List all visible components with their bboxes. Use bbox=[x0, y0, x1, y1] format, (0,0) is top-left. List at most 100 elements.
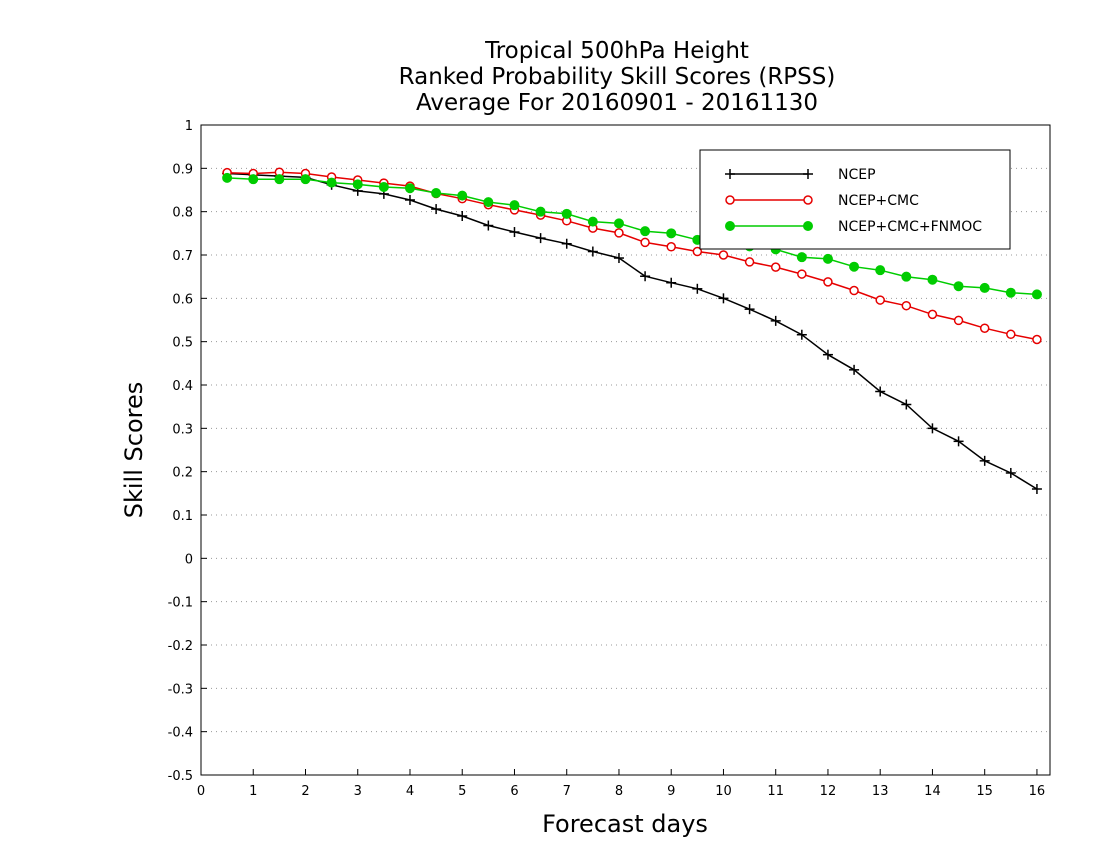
data-point bbox=[561, 208, 572, 219]
x-tick-label: 12 bbox=[820, 784, 837, 799]
data-point bbox=[457, 211, 468, 221]
data-point bbox=[431, 188, 442, 199]
data-point bbox=[352, 179, 363, 190]
data-point bbox=[692, 283, 703, 294]
legend-item: NCEP bbox=[725, 167, 876, 183]
x-tick-label: 3 bbox=[354, 784, 362, 799]
data-point bbox=[378, 181, 389, 192]
data-point bbox=[535, 206, 546, 217]
data-point bbox=[274, 174, 285, 185]
data-point bbox=[614, 228, 624, 238]
legend-item: NCEP+CMC bbox=[725, 193, 919, 209]
y-tick-label: 0.8 bbox=[172, 206, 193, 221]
data-point bbox=[1031, 289, 1042, 300]
data-point bbox=[666, 242, 676, 252]
x-tick-label: 11 bbox=[767, 784, 784, 799]
data-point bbox=[666, 228, 677, 239]
data-point bbox=[457, 190, 468, 201]
legend-marker bbox=[725, 169, 735, 179]
data-point bbox=[1006, 329, 1016, 340]
x-tick-label: 15 bbox=[976, 784, 993, 799]
legend-marker bbox=[725, 221, 735, 231]
legend-marker bbox=[803, 169, 813, 179]
data-point bbox=[509, 200, 520, 211]
y-tick-label: 0.9 bbox=[172, 162, 193, 177]
y-tick-label: 0.1 bbox=[172, 509, 193, 524]
data-point bbox=[587, 216, 598, 227]
title-line-1: Tropical 500hPa Height bbox=[484, 38, 749, 64]
y-tick-label: -0.3 bbox=[168, 682, 193, 697]
data-point bbox=[953, 281, 964, 292]
legend-item: NCEP+CMC+FNMOC bbox=[725, 219, 982, 235]
data-point bbox=[640, 271, 651, 282]
data-point bbox=[849, 261, 860, 272]
data-point bbox=[875, 386, 886, 397]
legend-marker bbox=[803, 195, 813, 205]
data-point bbox=[770, 262, 781, 272]
data-point bbox=[927, 423, 938, 434]
data-point bbox=[796, 329, 807, 340]
x-tick-label: 13 bbox=[872, 784, 889, 799]
data-point bbox=[901, 399, 912, 410]
data-point bbox=[404, 194, 415, 205]
data-point bbox=[953, 315, 964, 326]
legend-marker bbox=[803, 221, 813, 231]
y-axis: 1 0.9 0.8 0.7 0.6 0.5 0.4 0.3 0.2 0.1 0 -0.1 -0.2 -0.… bbox=[168, 119, 207, 784]
y-tick-label: -0.1 bbox=[168, 596, 193, 611]
data-point bbox=[744, 257, 755, 267]
data-point bbox=[666, 277, 677, 288]
data-point bbox=[561, 238, 572, 249]
data-point bbox=[1032, 334, 1042, 345]
x-tick-label: 16 bbox=[1029, 784, 1046, 799]
legend: NCEP NCEP+CMC NCEP+CMC+FNMOC bbox=[699, 149, 1011, 250]
data-point bbox=[953, 436, 964, 447]
data-point bbox=[718, 250, 729, 260]
data-point bbox=[823, 277, 833, 287]
x-tick-label: 8 bbox=[615, 784, 623, 799]
title-line-3: Average For 20160901 - 20161130 bbox=[416, 90, 818, 116]
data-point bbox=[483, 220, 494, 231]
data-point bbox=[927, 309, 938, 320]
data-point bbox=[849, 364, 860, 375]
data-point bbox=[300, 174, 311, 185]
plot-frame bbox=[200, 124, 1051, 776]
y-tick-label: 0.4 bbox=[172, 379, 193, 394]
data-point bbox=[927, 274, 938, 285]
data-point bbox=[718, 293, 729, 304]
data-point bbox=[797, 269, 807, 279]
data-point bbox=[875, 265, 886, 276]
y-tick-label: -0.4 bbox=[168, 726, 193, 741]
data-point bbox=[822, 349, 833, 360]
data-point bbox=[796, 252, 807, 263]
data-point bbox=[587, 246, 598, 257]
x-tick-label: 0 bbox=[197, 784, 205, 799]
data-point bbox=[979, 323, 990, 333]
y-tick-label: 0.3 bbox=[172, 422, 193, 437]
data-point bbox=[875, 295, 885, 305]
data-point bbox=[770, 315, 781, 326]
x-tick-label: 14 bbox=[924, 784, 941, 799]
legend-label: NCEP+CMC bbox=[838, 193, 919, 209]
legend-label: NCEP+CMC+FNMOC bbox=[838, 219, 982, 235]
data-point bbox=[640, 237, 650, 248]
data-point bbox=[431, 204, 442, 215]
y-tick-label: 0.2 bbox=[172, 466, 193, 481]
data-point bbox=[744, 304, 755, 315]
data-point bbox=[248, 174, 259, 185]
y-axis-title: Skill Scores bbox=[120, 382, 148, 519]
y-tick-label: 0.6 bbox=[172, 292, 193, 307]
data-point bbox=[692, 246, 703, 257]
data-point bbox=[979, 282, 990, 293]
data-point bbox=[326, 177, 337, 188]
data-point bbox=[1031, 484, 1042, 494]
legend-label: NCEP bbox=[838, 167, 876, 183]
y-tick-label: -0.2 bbox=[168, 639, 193, 654]
x-tick-label: 4 bbox=[406, 784, 414, 799]
data-point bbox=[849, 285, 859, 296]
x-tick-label: 2 bbox=[301, 784, 309, 799]
y-tick-label: -0.5 bbox=[168, 769, 193, 784]
data-point bbox=[404, 183, 415, 194]
y-tick-label: 0.7 bbox=[172, 249, 193, 264]
